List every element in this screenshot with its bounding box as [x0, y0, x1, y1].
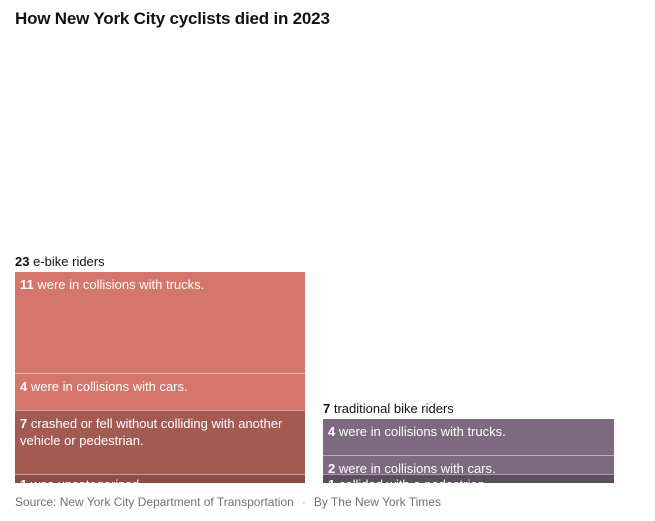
e-bike-column: 11 were in collisions with trucks. 4 were… [15, 272, 305, 483]
segment-count: 4 [20, 378, 28, 394]
group-name: e-bike riders [33, 254, 105, 270]
group-label-e-bike: 23 e-bike riders [15, 254, 105, 269]
segment-label: were in collisions with trucks. [335, 423, 506, 439]
segment: 11 were in collisions with trucks. [15, 272, 305, 373]
segment: 4 were in collisions with trucks. [323, 418, 614, 456]
source-line: Source: New York City Department of Tran… [15, 495, 441, 509]
segment: 7 crashed or fell without colliding with… [15, 409, 305, 474]
segment-count: 1 [328, 477, 335, 483]
segment: 1 was uncategorized. [15, 473, 305, 483]
segment-label: were in collisions with trucks. [33, 277, 205, 293]
source-text: Source: New York City Department of Tran… [15, 495, 294, 509]
segment-count: 11 [20, 277, 34, 293]
group-label-traditional: 7 traditional bike riders [323, 401, 454, 416]
chart-title: How New York City cyclists died in 2023 [15, 9, 330, 28]
segment: 1 collided with a pedestrian. [323, 473, 614, 483]
segment-count: 4 [328, 423, 336, 439]
segment-label: were in collisions with cars. [27, 378, 188, 394]
byline: By The New York Times [313, 495, 441, 509]
segment-label: were in collisions with cars. [335, 461, 496, 474]
segment: 4 were in collisions with cars. [15, 372, 305, 410]
group-count: 7 [323, 400, 331, 416]
segment-label: was uncategorized. [27, 477, 143, 483]
segment-count: 7 [20, 415, 28, 431]
segment-count: 1 [20, 477, 27, 483]
traditional-bike-column: 4 were in collisions with trucks. 2 were … [323, 418, 614, 483]
segment-label: collided with a pedestrian. [335, 477, 489, 483]
group-name: traditional bike riders [333, 400, 454, 416]
segment-label: crashed or fell without colliding with a… [20, 415, 283, 448]
segment: 2 were in collisions with cars. [323, 455, 614, 474]
separator-dot: · [301, 495, 306, 509]
segment-count: 2 [328, 461, 336, 474]
group-count: 23 [15, 254, 30, 270]
